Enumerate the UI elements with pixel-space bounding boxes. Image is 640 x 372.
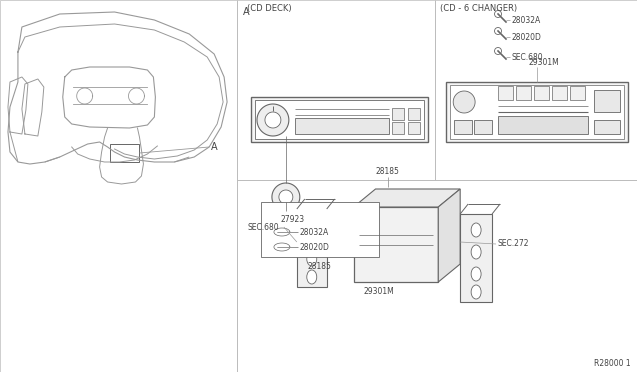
Circle shape [495, 10, 502, 17]
Bar [446, 82, 627, 142]
Text: 28032A: 28032A [512, 16, 541, 25]
Polygon shape [265, 112, 281, 128]
Polygon shape [279, 190, 293, 204]
Ellipse shape [471, 285, 481, 299]
Bar [498, 116, 588, 134]
Text: SEC.680: SEC.680 [512, 52, 543, 61]
Bar [594, 120, 620, 134]
Polygon shape [272, 183, 300, 211]
Text: 27923: 27923 [281, 215, 305, 224]
Bar [570, 86, 585, 100]
Ellipse shape [307, 252, 317, 266]
Polygon shape [257, 104, 289, 136]
Text: A: A [211, 142, 218, 152]
Text: 28020D: 28020D [512, 32, 542, 42]
Ellipse shape [471, 223, 481, 237]
Bar [255, 100, 424, 139]
Ellipse shape [471, 245, 481, 259]
Text: 29301M: 29301M [364, 288, 394, 296]
Bar [295, 118, 390, 134]
Text: A: A [243, 7, 250, 17]
Text: 28185: 28185 [376, 167, 399, 176]
Text: 29301M: 29301M [529, 58, 559, 67]
Bar [392, 108, 404, 120]
Text: 28032A: 28032A [300, 228, 329, 237]
Ellipse shape [307, 270, 317, 284]
Bar [474, 120, 492, 134]
Polygon shape [353, 189, 460, 207]
Bar [408, 108, 420, 120]
Bar [450, 85, 623, 139]
Bar [109, 144, 140, 162]
Text: 28185: 28185 [308, 262, 332, 271]
Bar [392, 122, 404, 134]
Text: SEC.272: SEC.272 [497, 240, 529, 248]
Polygon shape [453, 91, 475, 113]
Text: (CD DECK): (CD DECK) [247, 4, 292, 13]
Bar [297, 209, 326, 287]
Ellipse shape [307, 232, 317, 246]
Text: 28020D: 28020D [300, 243, 330, 251]
Bar [454, 120, 472, 134]
Bar [516, 86, 531, 100]
Bar [251, 97, 428, 142]
Bar [498, 86, 513, 100]
Bar [594, 90, 620, 112]
Circle shape [495, 28, 502, 35]
Bar [460, 214, 492, 302]
Polygon shape [438, 189, 460, 282]
Bar [552, 86, 567, 100]
Text: R28000 1: R28000 1 [594, 359, 630, 369]
Bar [534, 86, 549, 100]
Bar [261, 202, 378, 257]
Ellipse shape [307, 215, 317, 229]
Bar [408, 122, 420, 134]
Text: SEC.680: SEC.680 [247, 222, 278, 231]
Bar [353, 207, 438, 282]
Text: (CD - 6 CHANGER): (CD - 6 CHANGER) [440, 4, 517, 13]
Ellipse shape [471, 267, 481, 281]
Circle shape [495, 48, 502, 55]
